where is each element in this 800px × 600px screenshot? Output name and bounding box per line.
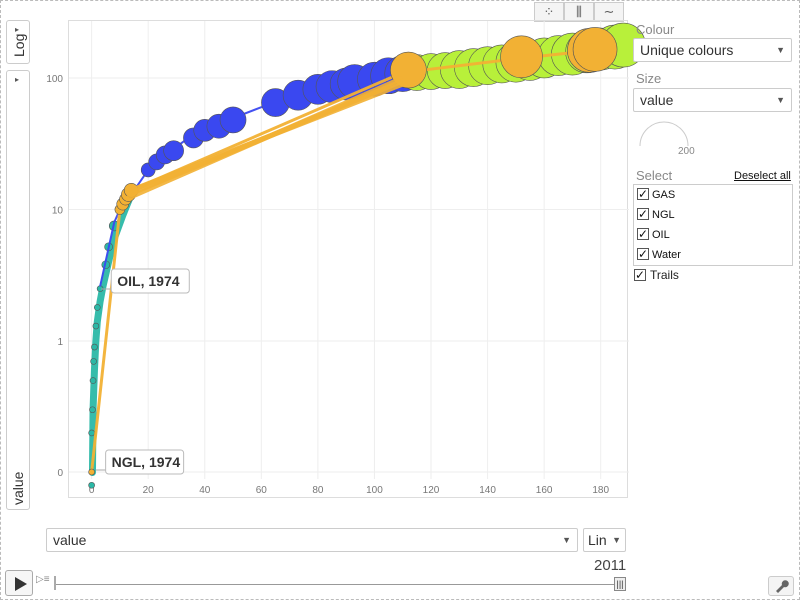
y-metric-label: value <box>10 471 26 505</box>
play-button[interactable] <box>5 570 33 596</box>
bubble-gas <box>219 106 247 134</box>
entity-item-water[interactable]: ✓ Water <box>634 245 792 265</box>
y-scale-caret-icon: ▸ <box>15 25 20 34</box>
chevron-down-icon: ▼ <box>776 95 785 105</box>
y-scale-selector[interactable]: ▸ Log <box>6 20 30 64</box>
x-tick-label: 180 <box>592 485 609 496</box>
speed-control[interactable]: ▷≡ <box>36 574 54 590</box>
x-tick-label: 100 <box>366 485 383 496</box>
x-tick-label: 60 <box>256 485 268 496</box>
timeline-start <box>54 576 56 590</box>
x-scale-select[interactable]: Lin ▼ <box>583 528 626 552</box>
x-metric-value: value <box>53 532 87 548</box>
x-metric-select[interactable]: value ▼ <box>46 528 578 552</box>
y-metric-selector[interactable]: ▸ value <box>6 70 30 510</box>
x-tick-label: 140 <box>479 485 496 496</box>
checkbox-checked-icon[interactable]: ✓ <box>637 227 649 241</box>
x-tick-label: 120 <box>423 485 440 496</box>
chevron-down-icon: ▼ <box>562 535 571 545</box>
colour-label: Colour <box>636 22 675 37</box>
size-legend: 200 <box>639 121 695 157</box>
x-tick-label: 160 <box>536 485 553 496</box>
bubble-gas <box>163 140 184 161</box>
entity-label: OIL <box>652 229 670 241</box>
tooltip-label: OIL, 1974 <box>117 273 179 289</box>
speed-icon: ▷≡ <box>36 574 50 585</box>
x-tick-label: 80 <box>312 485 324 496</box>
chart-svg: 0 20 40 60 80 100 120 140 160 180 0 1 10 100 OIL, 1974… <box>46 21 646 496</box>
deselect-all-link[interactable]: Deselect all <box>734 170 791 182</box>
bubble-oil <box>93 304 101 311</box>
x-tick-label: 20 <box>143 485 155 496</box>
entity-item-ngl[interactable]: ✓ NGL <box>634 205 792 225</box>
bubble-oil <box>92 322 100 330</box>
x-scale-value: Lin <box>588 532 607 548</box>
select-label: Select <box>636 168 673 183</box>
settings-button[interactable] <box>768 576 794 596</box>
timeline-thumb[interactable]: ||| <box>614 577 626 591</box>
tooltip-box <box>105 449 185 475</box>
colour-select[interactable]: Unique colours ▼ <box>633 38 792 62</box>
bubble-chart-button[interactable]: ⁘ <box>534 2 564 22</box>
size-legend-value: 200 <box>678 146 695 157</box>
size-legend-arc <box>639 121 689 147</box>
colour-select-value: Unique colours <box>640 42 734 58</box>
entity-label: GAS <box>652 189 676 201</box>
bubble-ngl <box>88 468 95 476</box>
bubble-ngl <box>500 35 543 79</box>
line-chart-icon: ∼ <box>603 4 615 19</box>
size-select[interactable]: value ▼ <box>633 88 792 112</box>
size-select-value: value <box>640 92 674 108</box>
trail-ngl-band <box>130 81 404 193</box>
bubble-chart-icon: ⁘ <box>543 4 555 19</box>
tooltip-box <box>110 268 190 294</box>
entity-label: NGL <box>652 209 675 221</box>
y-tick-label: 0 <box>57 468 63 479</box>
y-metric-caret-icon: ▸ <box>15 75 20 84</box>
bubble-oil <box>89 406 96 414</box>
trails-toggle[interactable]: ✓ Trails <box>634 268 734 284</box>
chevron-down-icon: ▼ <box>612 535 621 545</box>
play-icon <box>15 577 27 591</box>
bubble-ngl <box>572 27 618 72</box>
chevron-down-icon: ▼ <box>776 45 785 55</box>
timeline-thumb-grip: ||| <box>616 579 624 589</box>
entity-item-gas[interactable]: ✓ GAS <box>634 185 792 205</box>
bar-chart-button[interactable]: ⫼ <box>564 2 594 22</box>
bubble-oil <box>89 377 97 384</box>
size-label: Size <box>636 71 662 86</box>
entity-label: Water <box>652 249 681 261</box>
tooltip-label: NGL, 1974 <box>112 454 181 470</box>
line-chart-button[interactable]: ∼ <box>594 2 624 22</box>
x-tick-label: 0 <box>89 485 95 496</box>
checkbox-checked-icon[interactable]: ✓ <box>634 268 646 282</box>
bar-chart-icon: ⫼ <box>576 4 582 19</box>
motion-chart[interactable]: 0 20 40 60 80 100 120 140 160 180 0 1 10 100 OIL, 1974… <box>46 20 646 498</box>
y-tick-label: 1 <box>57 337 63 348</box>
y-tick-label: 10 <box>52 206 64 217</box>
y-tick-label: 100 <box>46 74 63 85</box>
trail-oil <box>88 193 135 476</box>
bubble-oil <box>88 429 95 437</box>
timeline-track[interactable] <box>56 584 622 585</box>
current-year: 2011 <box>594 557 627 574</box>
checkbox-checked-icon[interactable]: ✓ <box>637 187 649 201</box>
entity-list[interactable]: ✓ GAS ✓ NGL ✓ OIL ✓ Water <box>633 184 793 266</box>
x-tick-label: 40 <box>199 485 211 496</box>
wrench-icon <box>776 580 789 593</box>
y-scale-label: Log <box>11 33 27 57</box>
checkbox-checked-icon[interactable]: ✓ <box>637 247 649 261</box>
bubble-oil <box>88 481 95 489</box>
bubble-oil <box>90 358 97 365</box>
trail-ngl <box>90 49 587 473</box>
trails-label: Trails <box>650 268 679 282</box>
bubble-oil <box>91 343 98 351</box>
entity-item-oil[interactable]: ✓ OIL <box>634 225 792 245</box>
checkbox-checked-icon[interactable]: ✓ <box>637 207 649 221</box>
